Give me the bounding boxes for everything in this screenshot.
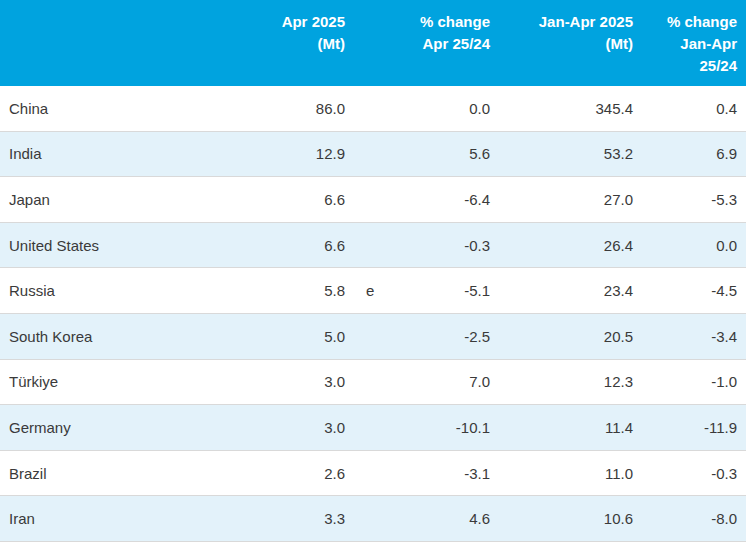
apr-2025-value: 3.0 xyxy=(250,419,345,436)
pct-change-jan-apr-value: 6.9 xyxy=(633,145,746,162)
jan-apr-2025-value: 23.4 xyxy=(490,282,633,299)
apr-2025-value: 12.9 xyxy=(250,145,345,162)
table-row: Japan 6.6 -6.4 27.0 -5.3 xyxy=(0,177,746,223)
pct-change-apr-value: 4.6 xyxy=(385,510,490,527)
pct-change-apr-value: -2.5 xyxy=(385,328,490,345)
country-name: India xyxy=(0,145,250,162)
pct-change-apr-value: 7.0 xyxy=(385,373,490,390)
pct-change-jan-apr-value: 0.0 xyxy=(633,237,746,254)
apr-2025-value: 2.6 xyxy=(250,465,345,482)
jan-apr-2025-value: 26.4 xyxy=(490,237,633,254)
country-name: Russia xyxy=(0,282,250,299)
pct-change-jan-apr-value: -0.3 xyxy=(633,465,746,482)
header-apr-2025-mt: Apr 2025 (Mt) xyxy=(250,11,345,55)
estimate-marker: e xyxy=(345,282,385,299)
apr-2025-value: 6.6 xyxy=(250,191,345,208)
table-row: South Korea 5.0 -2.5 20.5 -3.4 xyxy=(0,314,746,360)
pct-change-jan-apr-value: 0.4 xyxy=(633,100,746,117)
jan-apr-2025-value: 11.4 xyxy=(490,419,633,436)
table-body: China 86.0 0.0 345.4 0.4 India 12.9 5.6 … xyxy=(0,86,746,542)
jan-apr-2025-value: 53.2 xyxy=(490,145,633,162)
jan-apr-2025-value: 20.5 xyxy=(490,328,633,345)
jan-apr-2025-value: 12.3 xyxy=(490,373,633,390)
pct-change-jan-apr-value: -3.4 xyxy=(633,328,746,345)
table-row: Iran 3.3 4.6 10.6 -8.0 xyxy=(0,496,746,542)
jan-apr-2025-value: 27.0 xyxy=(490,191,633,208)
table-row: Brazil 2.6 -3.1 11.0 -0.3 xyxy=(0,451,746,497)
pct-change-apr-value: -3.1 xyxy=(385,465,490,482)
apr-2025-value: 3.3 xyxy=(250,510,345,527)
pct-change-apr-value: -10.1 xyxy=(385,419,490,436)
table-row: Germany 3.0 -10.1 11.4 -11.9 xyxy=(0,405,746,451)
apr-2025-value: 3.0 xyxy=(250,373,345,390)
header-pct-change-jan-apr: % change Jan-Apr 25/24 xyxy=(633,11,746,77)
steel-production-table: Apr 2025 (Mt) % change Apr 25/24 Jan-Apr… xyxy=(0,0,746,542)
header-jan-apr-2025-mt: Jan-Apr 2025 (Mt) xyxy=(490,11,633,55)
pct-change-jan-apr-value: -11.9 xyxy=(633,419,746,436)
country-name: China xyxy=(0,100,250,117)
table-row: Türkiye 3.0 7.0 12.3 -1.0 xyxy=(0,360,746,406)
country-name: Türkiye xyxy=(0,373,250,390)
table-header-row: Apr 2025 (Mt) % change Apr 25/24 Jan-Apr… xyxy=(0,0,746,86)
header-pct-change-apr: % change Apr 25/24 xyxy=(385,11,490,55)
country-name: South Korea xyxy=(0,328,250,345)
jan-apr-2025-value: 11.0 xyxy=(490,465,633,482)
apr-2025-value: 6.6 xyxy=(250,237,345,254)
table-row: China 86.0 0.0 345.4 0.4 xyxy=(0,86,746,132)
country-name: United States xyxy=(0,237,250,254)
jan-apr-2025-value: 345.4 xyxy=(490,100,633,117)
apr-2025-value: 5.8 xyxy=(250,282,345,299)
pct-change-apr-value: -5.1 xyxy=(385,282,490,299)
pct-change-jan-apr-value: -8.0 xyxy=(633,510,746,527)
jan-apr-2025-value: 10.6 xyxy=(490,510,633,527)
country-name: Iran xyxy=(0,510,250,527)
table-row: Russia 5.8 e -5.1 23.4 -4.5 xyxy=(0,268,746,314)
table-row: India 12.9 5.6 53.2 6.9 xyxy=(0,132,746,178)
pct-change-jan-apr-value: -5.3 xyxy=(633,191,746,208)
apr-2025-value: 86.0 xyxy=(250,100,345,117)
table-row: United States 6.6 -0.3 26.4 0.0 xyxy=(0,223,746,269)
country-name: Brazil xyxy=(0,465,250,482)
pct-change-jan-apr-value: -4.5 xyxy=(633,282,746,299)
apr-2025-value: 5.0 xyxy=(250,328,345,345)
country-name: Germany xyxy=(0,419,250,436)
pct-change-apr-value: -6.4 xyxy=(385,191,490,208)
pct-change-apr-value: -0.3 xyxy=(385,237,490,254)
pct-change-jan-apr-value: -1.0 xyxy=(633,373,746,390)
pct-change-apr-value: 5.6 xyxy=(385,145,490,162)
country-name: Japan xyxy=(0,191,250,208)
pct-change-apr-value: 0.0 xyxy=(385,100,490,117)
